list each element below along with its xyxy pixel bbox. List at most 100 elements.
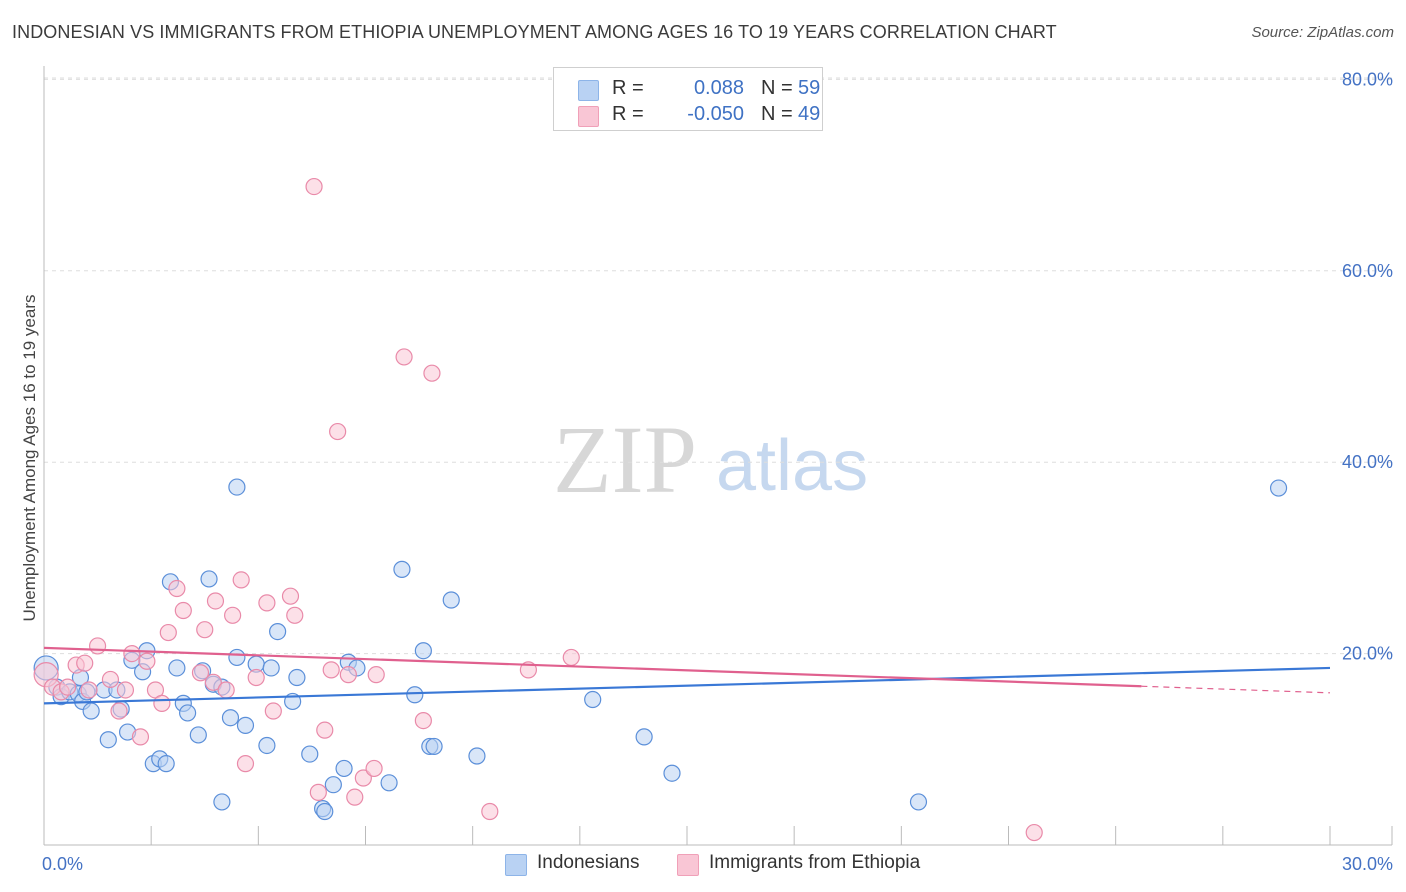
point-indonesians xyxy=(258,736,276,755)
bottom-legend-swatch-ethiopia xyxy=(677,854,699,876)
y-tick-label: 20.0% xyxy=(1342,644,1393,664)
point-indonesians xyxy=(635,728,653,746)
point-indonesians xyxy=(189,726,207,744)
point-indonesians xyxy=(99,731,117,749)
point-ethiopia xyxy=(481,802,499,821)
point-indonesians xyxy=(584,690,602,709)
point-indonesians xyxy=(414,642,432,660)
legend-n-label: N = xyxy=(761,77,793,99)
tick-labels: 20.0% 40.0% 60.0% 80.0% 0.0% 30.0% xyxy=(42,69,1393,874)
point-indonesians xyxy=(262,659,280,677)
point-indonesians xyxy=(324,776,342,794)
point-ethiopia xyxy=(346,788,364,806)
point-ethiopia xyxy=(88,637,107,655)
y-tick-label: 80.0% xyxy=(1342,69,1393,89)
legend-r-value: 0.088 xyxy=(693,77,744,99)
point-ethiopia xyxy=(101,670,120,689)
point-ethiopia xyxy=(423,364,441,382)
point-indonesians xyxy=(316,802,334,821)
point-ethiopia xyxy=(367,666,385,684)
point-ethiopia xyxy=(354,769,372,787)
watermark-atlas: atlas xyxy=(716,426,868,506)
stats-legend: R = 0.088 N = 59 R = -0.050 N = 49 xyxy=(553,67,823,131)
point-ethiopia xyxy=(76,654,94,672)
point-ethiopia xyxy=(258,594,276,612)
point-indonesians xyxy=(288,668,306,687)
x-tick-label: 0.0% xyxy=(42,854,83,874)
point-indonesians xyxy=(228,478,246,496)
source-label: Source: ZipAtlas.com xyxy=(1251,24,1394,41)
point-indonesians xyxy=(213,793,231,811)
legend-n-value: 49 xyxy=(798,103,821,125)
y-tick-label: 60.0% xyxy=(1342,261,1393,281)
point-ethiopia xyxy=(365,759,383,778)
point-indonesians xyxy=(663,764,681,782)
point-ethiopia xyxy=(247,668,265,687)
point-ethiopia xyxy=(191,664,210,682)
point-ethiopia xyxy=(329,422,347,441)
point-ethiopia xyxy=(224,606,242,624)
point-ethiopia xyxy=(395,348,413,366)
gridlines xyxy=(44,77,1392,655)
point-ethiopia xyxy=(264,702,282,720)
point-indonesians xyxy=(393,560,411,578)
bottom-legend-label-ethiopia: Immigrants from Ethiopia xyxy=(709,852,921,873)
point-ethiopia xyxy=(286,606,304,624)
point-ethiopia xyxy=(232,571,250,589)
point-indonesians xyxy=(82,702,100,720)
point-ethiopia xyxy=(174,601,192,620)
legend-r-label: R = xyxy=(612,103,644,125)
data-points xyxy=(33,177,1288,842)
point-ethiopia xyxy=(131,728,150,746)
point-indonesians xyxy=(236,716,255,734)
point-indonesians xyxy=(468,747,486,765)
legend-r-value: -0.050 xyxy=(687,103,744,125)
point-ethiopia xyxy=(281,587,300,605)
point-ethiopia xyxy=(206,592,225,610)
point-ethiopia xyxy=(339,666,357,684)
point-ethiopia xyxy=(116,681,135,699)
trend-line-indonesians xyxy=(43,666,1331,705)
axes xyxy=(43,66,1393,846)
point-indonesians xyxy=(425,737,443,756)
trend-lines xyxy=(43,646,1331,705)
point-ethiopia xyxy=(110,702,128,720)
legend-n-label: N = xyxy=(761,103,793,125)
chart-title: INDONESIAN VS IMMIGRANTS FROM ETHIOPIA U… xyxy=(12,22,1057,42)
point-indonesians xyxy=(442,591,460,609)
point-ethiopia xyxy=(196,621,214,639)
point-ethiopia xyxy=(159,623,177,642)
point-ethiopia xyxy=(305,177,323,196)
watermark-zip: ZIP xyxy=(553,406,697,513)
point-ethiopia xyxy=(562,648,580,667)
point-indonesians xyxy=(228,648,246,667)
x-tick-label: 30.0% xyxy=(1342,854,1393,874)
point-ethiopia xyxy=(204,673,222,691)
point-indonesians xyxy=(335,759,353,778)
point-indonesians xyxy=(168,659,186,677)
watermark: ZIP atlas xyxy=(553,406,868,513)
legend-swatch-ethiopia xyxy=(578,106,599,127)
point-ethiopia xyxy=(1025,823,1043,842)
trend-line-ethiopia xyxy=(43,646,1142,688)
point-ethiopia xyxy=(309,783,327,801)
legend-swatch-indonesians xyxy=(578,80,599,101)
point-ethiopia xyxy=(217,681,235,699)
point-indonesians xyxy=(406,686,424,704)
legend-n-value: 59 xyxy=(798,77,821,99)
bottom-legend-label-indonesians: Indonesians xyxy=(537,852,640,873)
point-indonesians xyxy=(221,709,240,727)
point-indonesians xyxy=(200,570,218,588)
point-ethiopia xyxy=(123,644,141,663)
point-indonesians xyxy=(1269,479,1288,497)
point-ethiopia xyxy=(153,694,171,712)
point-ethiopia xyxy=(80,681,98,699)
point-indonesians xyxy=(301,745,319,763)
point-ethiopia xyxy=(168,579,186,598)
bottom-legend-swatch-indonesians xyxy=(505,854,527,876)
point-indonesians xyxy=(269,622,287,641)
point-ethiopia xyxy=(236,755,255,773)
point-indonesians xyxy=(157,755,175,773)
point-ethiopia xyxy=(322,661,340,679)
